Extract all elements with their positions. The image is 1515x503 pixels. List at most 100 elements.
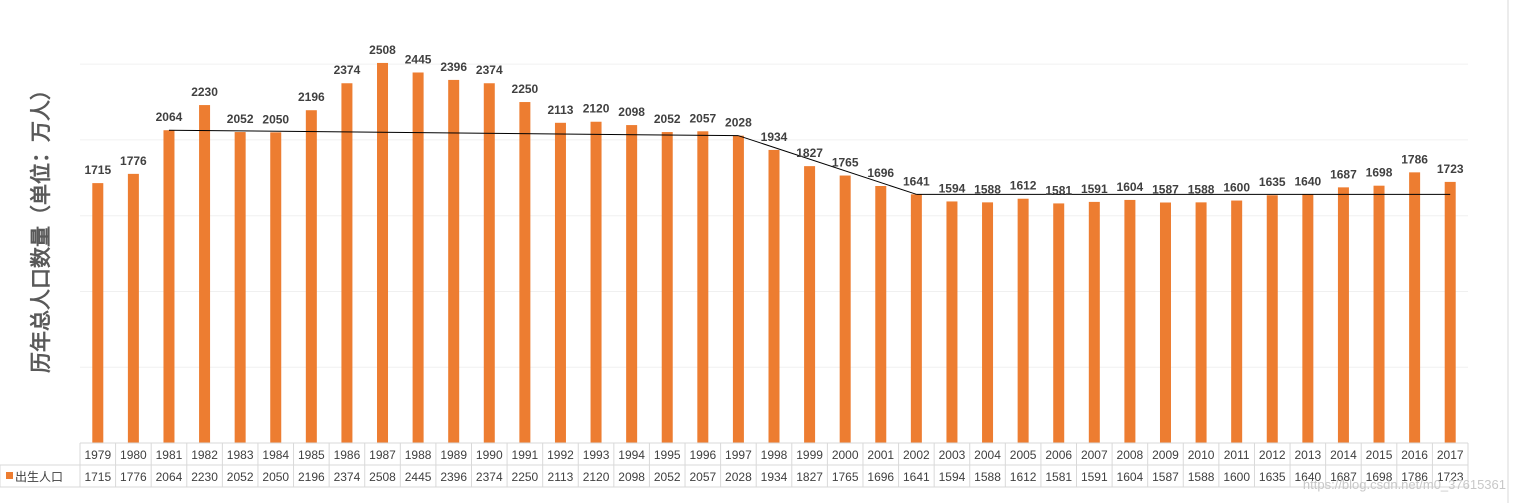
data-label: 1587 bbox=[1152, 183, 1179, 197]
data-label: 2120 bbox=[583, 102, 610, 116]
x-tick-label: 2003 bbox=[939, 448, 966, 462]
table-value: 2098 bbox=[618, 470, 645, 484]
bar bbox=[92, 183, 104, 443]
bar bbox=[234, 132, 246, 443]
bar bbox=[1231, 200, 1243, 443]
data-label: 1641 bbox=[903, 174, 930, 188]
data-label: 2445 bbox=[405, 52, 432, 66]
bar bbox=[448, 79, 460, 443]
data-label: 1581 bbox=[1045, 183, 1072, 197]
data-label: 2396 bbox=[440, 60, 467, 74]
data-label: 2374 bbox=[334, 63, 361, 77]
data-label: 1723 bbox=[1437, 162, 1464, 176]
bar bbox=[270, 132, 282, 443]
table-value: 1715 bbox=[84, 470, 111, 484]
table-value: 2374 bbox=[476, 470, 503, 484]
bar bbox=[1409, 172, 1421, 444]
table-value: 2028 bbox=[725, 470, 752, 484]
table-value: 1765 bbox=[832, 470, 859, 484]
table-value: 2050 bbox=[262, 470, 289, 484]
table-value: 1698 bbox=[1366, 470, 1393, 484]
x-tick-label: 1997 bbox=[725, 448, 752, 462]
x-tick-label: 2012 bbox=[1259, 448, 1286, 462]
table-value: 1696 bbox=[867, 470, 894, 484]
data-label: 2052 bbox=[654, 112, 681, 126]
table-value: 1594 bbox=[939, 470, 966, 484]
data-label: 2508 bbox=[369, 43, 396, 57]
bars bbox=[92, 62, 1456, 444]
bar bbox=[946, 201, 958, 443]
table-value: 2052 bbox=[654, 470, 681, 484]
bar bbox=[590, 121, 602, 443]
table-value: 1640 bbox=[1294, 470, 1321, 484]
legend-label: 出生人口 bbox=[15, 470, 63, 484]
x-tick-label: 2015 bbox=[1366, 448, 1393, 462]
x-tick-label: 2017 bbox=[1437, 448, 1464, 462]
bar bbox=[839, 175, 851, 444]
bar bbox=[127, 173, 139, 444]
table-value: 1934 bbox=[761, 470, 788, 484]
x-tick-label: 1984 bbox=[262, 448, 289, 462]
bar bbox=[163, 130, 175, 443]
x-tick-label: 2016 bbox=[1401, 448, 1428, 462]
x-tick-label: 2011 bbox=[1224, 448, 1250, 462]
bar bbox=[1017, 198, 1029, 443]
trend-lines bbox=[168, 129, 1451, 195]
table-value: 2057 bbox=[689, 470, 716, 484]
bar bbox=[1124, 199, 1136, 443]
x-tick-label: 1986 bbox=[334, 448, 361, 462]
data-label: 1604 bbox=[1117, 180, 1144, 194]
table-value: 2445 bbox=[405, 470, 432, 484]
table-value: 1612 bbox=[1010, 470, 1037, 484]
table-value: 1600 bbox=[1223, 470, 1250, 484]
bar bbox=[875, 185, 887, 443]
x-tick-label: 2005 bbox=[1010, 448, 1037, 462]
bar bbox=[483, 83, 495, 444]
table-value: 1641 bbox=[903, 470, 930, 484]
bar bbox=[554, 122, 566, 444]
bar bbox=[1266, 195, 1278, 443]
x-tick-label: 2001 bbox=[867, 448, 894, 462]
bar bbox=[1373, 185, 1385, 444]
x-tick-label: 2009 bbox=[1152, 448, 1179, 462]
data-label: 2028 bbox=[725, 116, 752, 130]
data-label: 1591 bbox=[1081, 182, 1108, 196]
bar bbox=[1159, 202, 1171, 443]
watermark: https://blog.csdn.net/m0_37615361 bbox=[1303, 477, 1506, 492]
bar bbox=[377, 62, 389, 444]
x-tick-label: 2002 bbox=[903, 448, 930, 462]
bar bbox=[768, 149, 780, 443]
data-label: 2050 bbox=[262, 112, 289, 126]
data-label: 2374 bbox=[476, 63, 503, 77]
trend-line bbox=[168, 129, 739, 137]
x-tick-label: 2013 bbox=[1294, 448, 1321, 462]
data-label: 1786 bbox=[1401, 152, 1428, 166]
data-label: 1588 bbox=[1188, 182, 1215, 196]
x-tick-label: 1979 bbox=[84, 448, 111, 462]
x-tick-label: 2010 bbox=[1188, 448, 1215, 462]
data-label: 1588 bbox=[974, 182, 1001, 196]
x-tick-label: 1987 bbox=[369, 448, 396, 462]
bar bbox=[982, 202, 994, 443]
bar bbox=[305, 110, 317, 444]
trend-line bbox=[738, 135, 917, 195]
x-tick-label: 1991 bbox=[512, 448, 539, 462]
table-value: 1588 bbox=[1188, 470, 1215, 484]
x-tick-label: 1995 bbox=[654, 448, 681, 462]
x-tick-label: 1981 bbox=[156, 448, 183, 462]
legend: 出生人口 bbox=[6, 470, 63, 484]
bar bbox=[732, 135, 744, 443]
bar bbox=[199, 105, 211, 444]
data-label: 1600 bbox=[1223, 181, 1250, 195]
table-value: 1687 bbox=[1330, 470, 1357, 484]
data-label: 2057 bbox=[689, 111, 716, 125]
data-label: 1827 bbox=[796, 146, 823, 160]
table-value: 2508 bbox=[369, 470, 396, 484]
table-value: 2113 bbox=[548, 470, 574, 484]
table-value: 2196 bbox=[298, 470, 325, 484]
table-value: 1723 bbox=[1437, 470, 1464, 484]
data-label: 1687 bbox=[1330, 167, 1357, 181]
data-label: 1776 bbox=[120, 154, 147, 168]
y-axis-label: 历年总人口数量（单位：万人） bbox=[29, 79, 53, 373]
